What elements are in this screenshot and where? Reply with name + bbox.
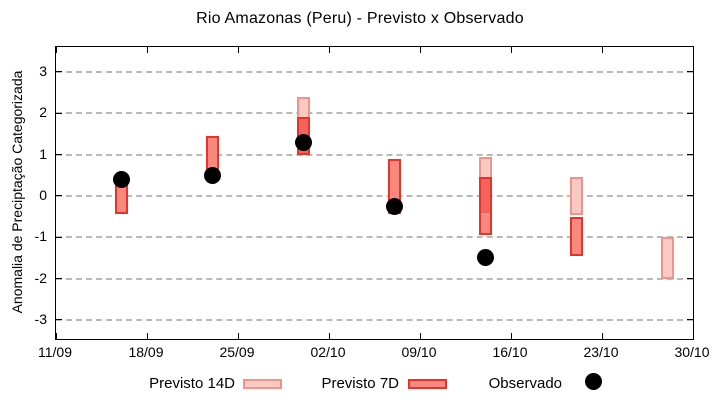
forecast-overlap-segment (480, 179, 490, 215)
y-tick (687, 319, 693, 321)
legend-swatch-previsto7d (408, 379, 447, 389)
x-tick-label: 18/09 (128, 344, 164, 360)
gridline (56, 112, 693, 115)
y-tick (687, 236, 693, 238)
observado-dot (294, 133, 312, 151)
previsto7d-bar (569, 216, 583, 256)
gridline (56, 194, 693, 197)
y-tick (687, 154, 693, 156)
y-tick-label: -1 (34, 228, 47, 245)
x-tick-label: 30/10 (674, 344, 710, 360)
x-tick-label: 11/09 (38, 344, 72, 360)
observado-dot (203, 166, 221, 184)
x-tick (692, 333, 694, 339)
observado-dot (476, 249, 494, 267)
x-tick (146, 333, 148, 339)
x-tick (601, 47, 603, 53)
y-tick (687, 71, 693, 73)
x-tick (146, 47, 148, 53)
x-tick (328, 47, 330, 53)
y-tick (687, 195, 693, 197)
previsto14d-bar (569, 177, 583, 215)
y-tick (56, 319, 62, 321)
gridline (56, 70, 693, 73)
y-tick-label: 2 (39, 104, 47, 121)
legend-label-observado: Observado (488, 375, 562, 392)
legend-label-previsto14d: Previsto 14D (149, 375, 235, 392)
y-tick-label: 3 (39, 62, 47, 79)
gridline (56, 153, 693, 156)
x-tick-label: 02/10 (310, 344, 346, 360)
y-tick (56, 195, 62, 197)
y-tick-label: -2 (34, 269, 47, 286)
plot-area (55, 46, 694, 340)
x-tick (510, 333, 512, 339)
gridline (56, 318, 693, 321)
x-tick-label: 25/09 (219, 344, 255, 360)
y-tick (56, 112, 62, 114)
y-tick (56, 236, 62, 238)
legend-dot-observado (585, 373, 602, 390)
y-tick (687, 112, 693, 114)
y-tick-label: 0 (39, 186, 47, 203)
previsto14d-bar (660, 237, 674, 279)
x-tick (237, 47, 239, 53)
x-tick (419, 333, 421, 339)
x-tick (419, 47, 421, 53)
y-tick (56, 154, 62, 156)
x-tick (510, 47, 512, 53)
x-tick (237, 333, 239, 339)
y-tick (687, 278, 693, 280)
x-tick (328, 333, 330, 339)
y-tick (56, 71, 62, 73)
x-tick (55, 333, 57, 339)
chart-title: Rio Amazonas (Peru) - Previsto x Observa… (196, 10, 524, 27)
x-tick (601, 333, 603, 339)
gridline (56, 277, 693, 280)
x-tick (55, 47, 57, 53)
gridline (56, 236, 693, 239)
y-tick-label: 1 (39, 145, 47, 162)
x-tick-label: 23/10 (583, 344, 619, 360)
previsto14d-edge-line (480, 212, 490, 215)
legend-label-previsto7d: Previsto 7D (321, 375, 399, 392)
observado-dot (112, 170, 130, 188)
x-tick-label: 09/10 (401, 344, 437, 360)
observado-dot (385, 197, 403, 215)
x-tick (692, 47, 694, 53)
x-tick-label: 16/10 (492, 344, 528, 360)
y-tick (56, 278, 62, 280)
y-tick-label: -3 (34, 310, 47, 327)
legend-swatch-previsto14d (243, 379, 282, 389)
